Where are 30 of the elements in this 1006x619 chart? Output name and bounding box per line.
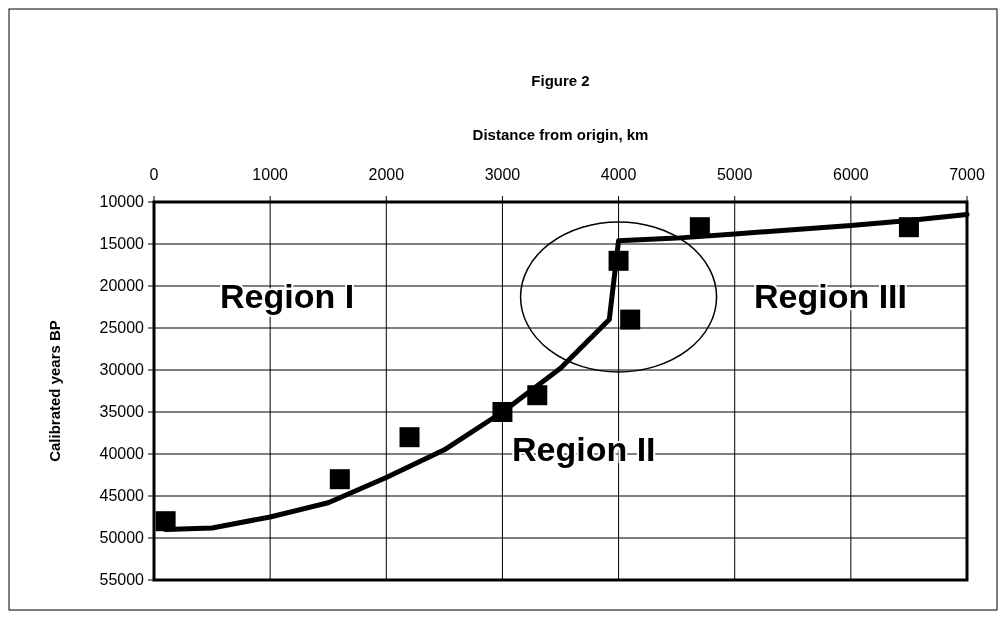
point bbox=[620, 309, 641, 330]
x-tick-label: 6000 bbox=[833, 166, 869, 183]
y-tick-label: 40000 bbox=[99, 445, 145, 462]
y-tick-label: 25000 bbox=[99, 319, 145, 336]
point bbox=[329, 469, 350, 490]
point bbox=[399, 427, 420, 448]
point bbox=[689, 217, 710, 238]
y-tick-label: 55000 bbox=[99, 571, 145, 588]
y-tick-label: 15000 bbox=[99, 235, 145, 252]
point bbox=[527, 385, 548, 406]
x-tick-label: 5000 bbox=[716, 166, 753, 183]
x-tick-label: 2000 bbox=[368, 166, 405, 183]
y-tick-label: 30000 bbox=[99, 361, 145, 378]
y-tick-label: 10000 bbox=[99, 193, 145, 210]
y-tick-label: 45000 bbox=[99, 487, 145, 504]
x-axis-title: Distance from origin, km bbox=[472, 126, 649, 143]
point bbox=[492, 402, 513, 422]
point bbox=[608, 250, 629, 271]
x-tick-label: 0 bbox=[149, 166, 159, 183]
y-tick-label: 35000 bbox=[99, 403, 145, 420]
point bbox=[898, 217, 919, 238]
x-tick-label: 4000 bbox=[600, 166, 637, 183]
x-tick-label: 3000 bbox=[484, 166, 521, 183]
y-tick-label: 50000 bbox=[99, 529, 145, 546]
x-tick-label: 7000 bbox=[949, 166, 985, 183]
point bbox=[155, 511, 176, 532]
y-axis-title: Calibrated years BP bbox=[46, 320, 63, 462]
y-tick-label: 20000 bbox=[99, 277, 145, 294]
x-tick-label: 1000 bbox=[252, 166, 289, 183]
chart-title: Figure 2 bbox=[531, 72, 590, 89]
